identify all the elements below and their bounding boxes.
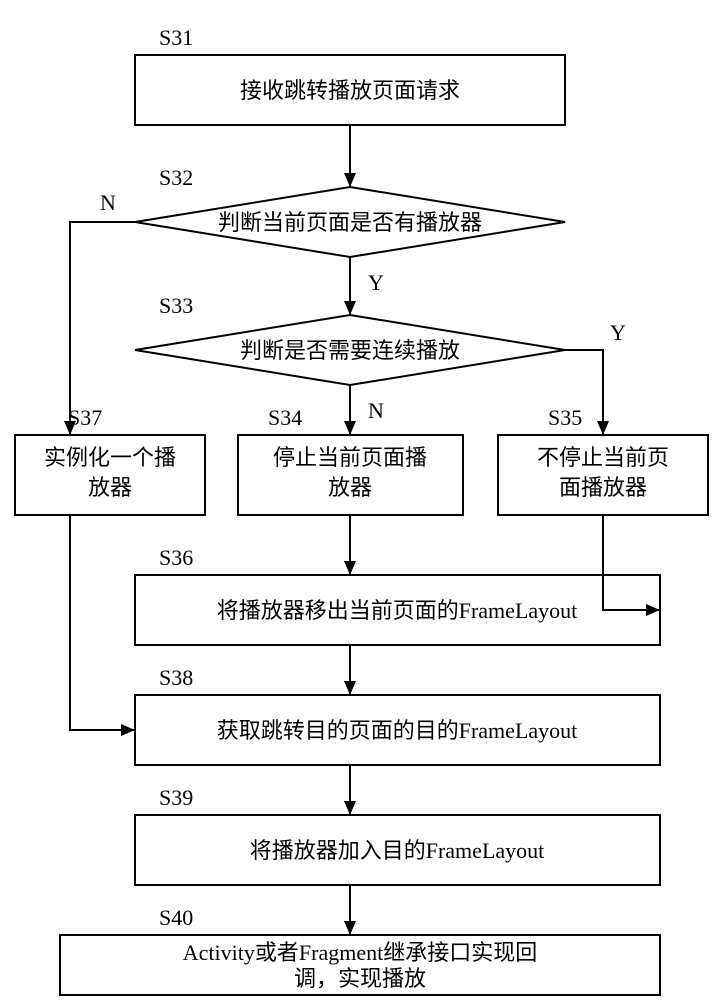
step-id-s40: S40 bbox=[159, 905, 193, 930]
node-label-s37: 实例化一个播 bbox=[44, 445, 176, 470]
step-id-s32: S32 bbox=[159, 165, 193, 190]
edge-label: N bbox=[100, 190, 116, 215]
node-label-s39: 将播放器加入目的FrameLayout bbox=[250, 838, 545, 863]
node-label-s40: Activity或者Fragment继承接口实现回 bbox=[183, 940, 537, 965]
node-label-s31: 接收跳转播放页面请求 bbox=[240, 78, 460, 103]
node-label-s34: 放器 bbox=[328, 475, 372, 500]
edge-label: Y bbox=[368, 270, 384, 295]
step-id-s38: S38 bbox=[159, 665, 193, 690]
node-label-s37: 放器 bbox=[88, 475, 132, 500]
node-label-s40: 调，实现播放 bbox=[294, 966, 426, 991]
node-label-s36: 将播放器移出当前页面的FrameLayout bbox=[217, 598, 578, 623]
step-id-s39: S39 bbox=[159, 785, 193, 810]
node-label-s32: 判断当前页面是否有播放器 bbox=[218, 210, 482, 235]
node-label-s35: 面播放器 bbox=[559, 475, 647, 500]
node-label-s34: 停止当前页面播 bbox=[273, 445, 427, 470]
step-id-s31: S31 bbox=[159, 25, 193, 50]
edge-label: Y bbox=[610, 320, 626, 345]
step-id-s36: S36 bbox=[159, 545, 193, 570]
step-id-s35: S35 bbox=[548, 405, 582, 430]
node-label-s33: 判断是否需要连续播放 bbox=[240, 338, 460, 363]
node-label-s38: 获取跳转目的页面的目的FrameLayout bbox=[217, 718, 578, 743]
step-id-s33: S33 bbox=[159, 293, 193, 318]
step-id-s34: S34 bbox=[268, 405, 302, 430]
edge-label: N bbox=[368, 398, 384, 423]
node-label-s35: 不停止当前页 bbox=[537, 445, 669, 470]
